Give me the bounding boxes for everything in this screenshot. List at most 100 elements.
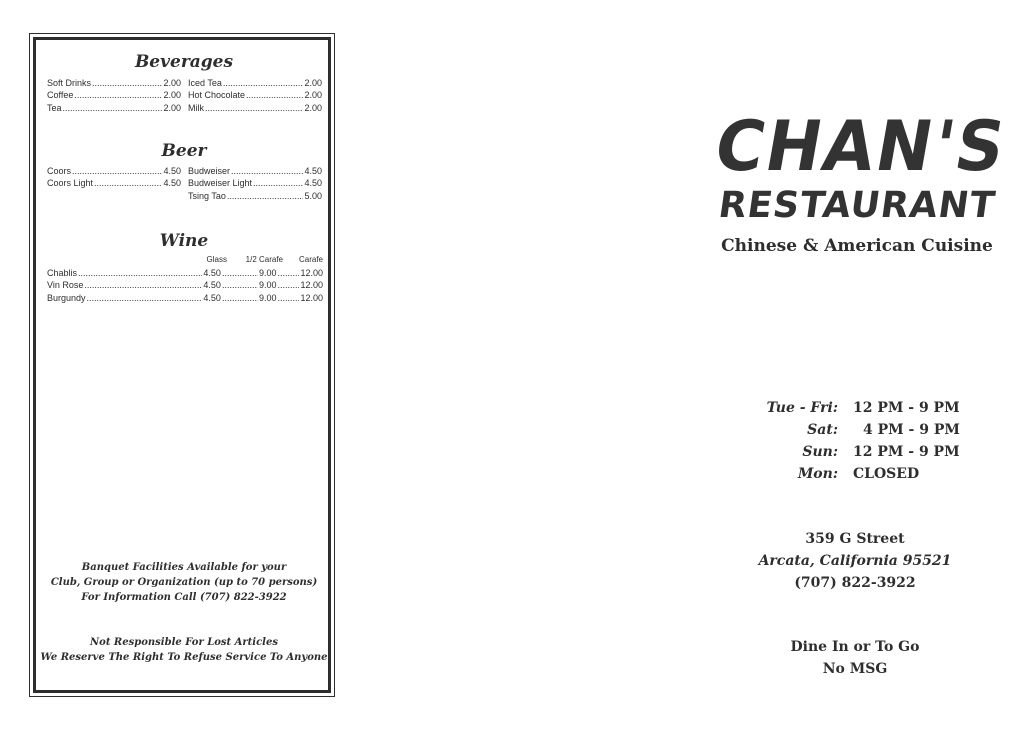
no-msg: No MSG — [822, 661, 888, 677]
hours-time: CLOSED — [853, 466, 920, 482]
item-name: Milk — [188, 102, 204, 113]
dot-leader — [253, 177, 303, 189]
item-price: 4.50 — [163, 166, 181, 176]
phone-number: (707) 822-3922 — [794, 575, 916, 591]
menu-item: Budweiser 4.50 — [188, 165, 322, 177]
banquet-line: Banquet Facilities Available for your — [81, 562, 287, 573]
wine-half-carafe-price: 9.00 — [258, 280, 277, 290]
item-price: 2.00 — [304, 102, 322, 113]
item-price: 5.00 — [304, 190, 322, 201]
menu-item: Hot Chocolate 2.00 — [188, 89, 322, 101]
hours-row: Mon: CLOSED — [700, 463, 960, 485]
restaurant-logo-name: CHAN'S — [708, 106, 1013, 187]
menu-border-frame — [29, 33, 335, 697]
item-price: 4.50 — [304, 166, 322, 176]
dot-leader — [63, 102, 163, 114]
hours-days: Sat: — [807, 422, 838, 438]
disclaimer-note: Not Responsible For Lost Articles We Res… — [33, 635, 335, 665]
hours-days: Sun: — [802, 444, 838, 460]
item-price: 2.00 — [163, 78, 181, 88]
menu-item: Budweiser Light 4.50 — [188, 177, 322, 189]
opening-hours: Tue - Fri: 12 PM - 9 PM Sat: 4 PM - 9 PM S… — [700, 397, 960, 485]
dot-leader — [205, 102, 303, 114]
dot-leader — [222, 267, 258, 280]
dot-leader — [84, 279, 202, 292]
item-price: 2.00 — [304, 78, 322, 88]
menu-item: Coors Light 4.50 — [47, 177, 181, 189]
item-price: 2.00 — [163, 102, 181, 113]
dine-in-to-go: Dine In or To Go — [790, 639, 920, 655]
dot-leader — [222, 292, 258, 305]
cuisine-tagline: Chinese & American Cuisine — [721, 236, 993, 256]
dot-leader — [227, 190, 304, 202]
banquet-line: For Information Call (707) 822-3922 — [81, 592, 287, 603]
item-name: Tea — [47, 102, 62, 113]
wine-row: Vin Rose 4.50 9.00 12.00 — [47, 279, 323, 292]
dot-leader — [92, 77, 162, 89]
address-block: 359 G Street Arcata, California 95521 (7… — [700, 528, 1010, 594]
dot-leader — [78, 267, 202, 280]
menu-item: Tsing Tao 5.00 — [188, 190, 322, 202]
beer-title: Beer — [161, 141, 207, 161]
item-price: 4.50 — [163, 178, 181, 189]
item-name: Iced Tea — [188, 78, 222, 88]
wine-table: Glass 1/2 Carafe Carafe Chablis 4.50 9.00 1… — [47, 254, 323, 304]
item-name: Coffee — [47, 90, 74, 101]
item-price: 4.50 — [304, 178, 322, 189]
hours-time: 12 PM - 9 PM — [853, 400, 960, 416]
item-price: 2.00 — [304, 90, 322, 101]
hours-days: Mon: — [797, 466, 838, 482]
item-price: 2.00 — [163, 90, 181, 101]
address-street: 359 G Street — [805, 531, 905, 547]
wine-header-row: Glass 1/2 Carafe Carafe — [47, 254, 323, 267]
menu-item: Iced Tea 2.00 — [188, 77, 322, 89]
dot-leader — [231, 165, 303, 177]
wine-glass-price: 4.50 — [203, 292, 221, 303]
wine-header-half-carafe: 1/2 Carafe — [245, 255, 283, 264]
dot-leader — [94, 177, 162, 189]
disclaimer-line: Not Responsible For Lost Articles — [90, 637, 278, 648]
service-block: Dine In or To Go No MSG — [700, 636, 1010, 680]
wine-half-carafe-price: 9.00 — [258, 292, 277, 303]
hours-row: Sat: 4 PM - 9 PM — [700, 419, 960, 441]
restaurant-logo-subtitle: RESTAURANT — [715, 185, 999, 226]
hours-row: Tue - Fri: 12 PM - 9 PM — [700, 397, 960, 419]
dot-leader — [277, 292, 299, 305]
dot-leader — [74, 89, 162, 101]
wine-half-carafe-price: 9.00 — [258, 267, 277, 278]
wine-carafe-price: 12.00 — [300, 292, 323, 303]
beverages-right-column: Iced Tea 2.00 Hot Chocolate 2.00 Milk 2.00 — [188, 77, 322, 114]
disclaimer-line: We Reserve The Right To Refuse Service T… — [40, 652, 328, 663]
wine-row: Burgundy 4.50 9.00 12.00 — [47, 292, 323, 305]
wine-row: Chablis 4.50 9.00 12.00 — [47, 267, 323, 280]
hours-time: 12 PM - 9 PM — [853, 444, 960, 460]
wine-name: Chablis — [47, 267, 78, 278]
wine-header-carafe: Carafe — [298, 255, 323, 264]
item-name: Budweiser — [188, 166, 231, 176]
menu-item: Coffee 2.00 — [47, 89, 181, 101]
dot-leader — [277, 279, 299, 292]
beverages-left-column: Soft Drinks 2.00 Coffee 2.00 Tea 2.00 — [47, 77, 181, 114]
menu-item: Soft Drinks 2.00 — [47, 77, 181, 89]
wine-glass-price: 4.50 — [203, 280, 221, 290]
wine-carafe-price: 12.00 — [300, 267, 323, 278]
menu-item: Milk 2.00 — [188, 102, 322, 114]
banquet-note: Banquet Facilities Available for your Cl… — [33, 560, 335, 605]
item-name: Tsing Tao — [188, 190, 226, 201]
hours-row: Sun: 12 PM - 9 PM — [700, 441, 960, 463]
banquet-line: Club, Group or Organization (up to 70 pe… — [50, 577, 318, 588]
item-name: Hot Chocolate — [188, 90, 246, 101]
wine-header-glass: Glass — [206, 255, 227, 264]
menu-item: Coors 4.50 — [47, 165, 181, 177]
wine-glass-price: 4.50 — [203, 267, 221, 278]
item-name: Budweiser Light — [188, 178, 253, 189]
item-name: Coors Light — [47, 178, 94, 189]
address-city: Arcata, California 95521 — [758, 553, 952, 569]
dot-leader — [246, 89, 303, 101]
item-name: Soft Drinks — [47, 78, 92, 88]
dot-leader — [222, 279, 258, 292]
dot-leader — [87, 292, 203, 305]
wine-name: Vin Rose — [47, 280, 84, 290]
beer-left-column: Coors 4.50 Coors Light 4.50 — [47, 165, 181, 190]
